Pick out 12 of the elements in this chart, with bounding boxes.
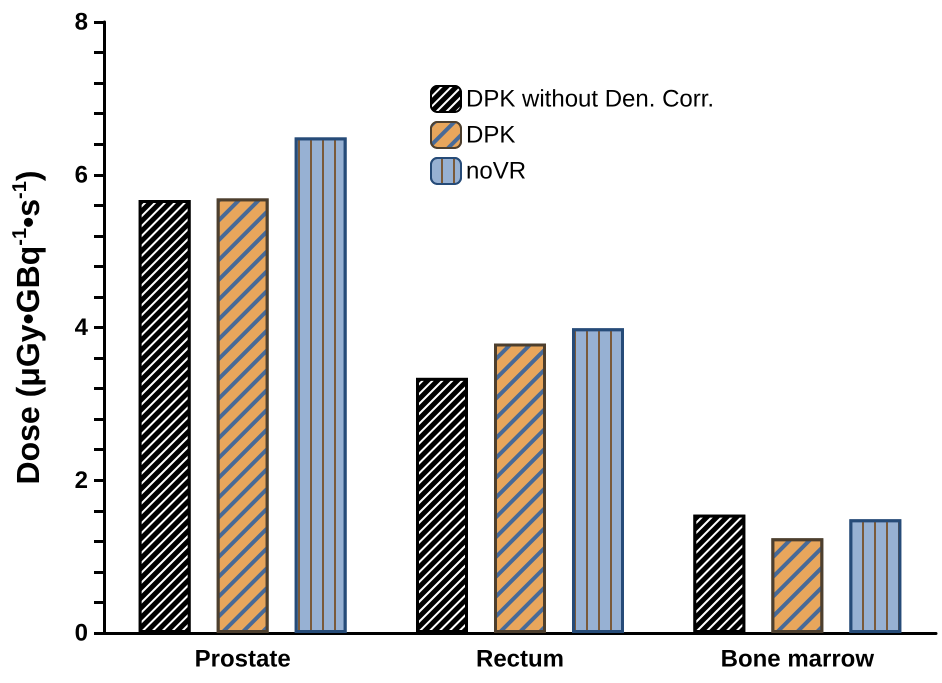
x-tick-label: Bone marrow xyxy=(720,646,874,672)
y-axis-title: Dose (μGy•GBq-1•s-1) xyxy=(9,170,46,485)
y-tick-label: 8 xyxy=(74,8,88,36)
legend-label: noVR xyxy=(466,158,526,184)
y-tick-label: 0 xyxy=(74,620,88,646)
y-tick-label: 6 xyxy=(74,161,88,188)
y-tick-label: 4 xyxy=(74,314,89,341)
y-tick-label: 2 xyxy=(74,466,88,494)
x-tick-label: Prostate xyxy=(194,646,291,672)
legend-label: DPK xyxy=(466,122,516,148)
x-tick-label: Rectum xyxy=(476,646,564,672)
legend-label: DPK without Den. Corr. xyxy=(466,86,714,112)
